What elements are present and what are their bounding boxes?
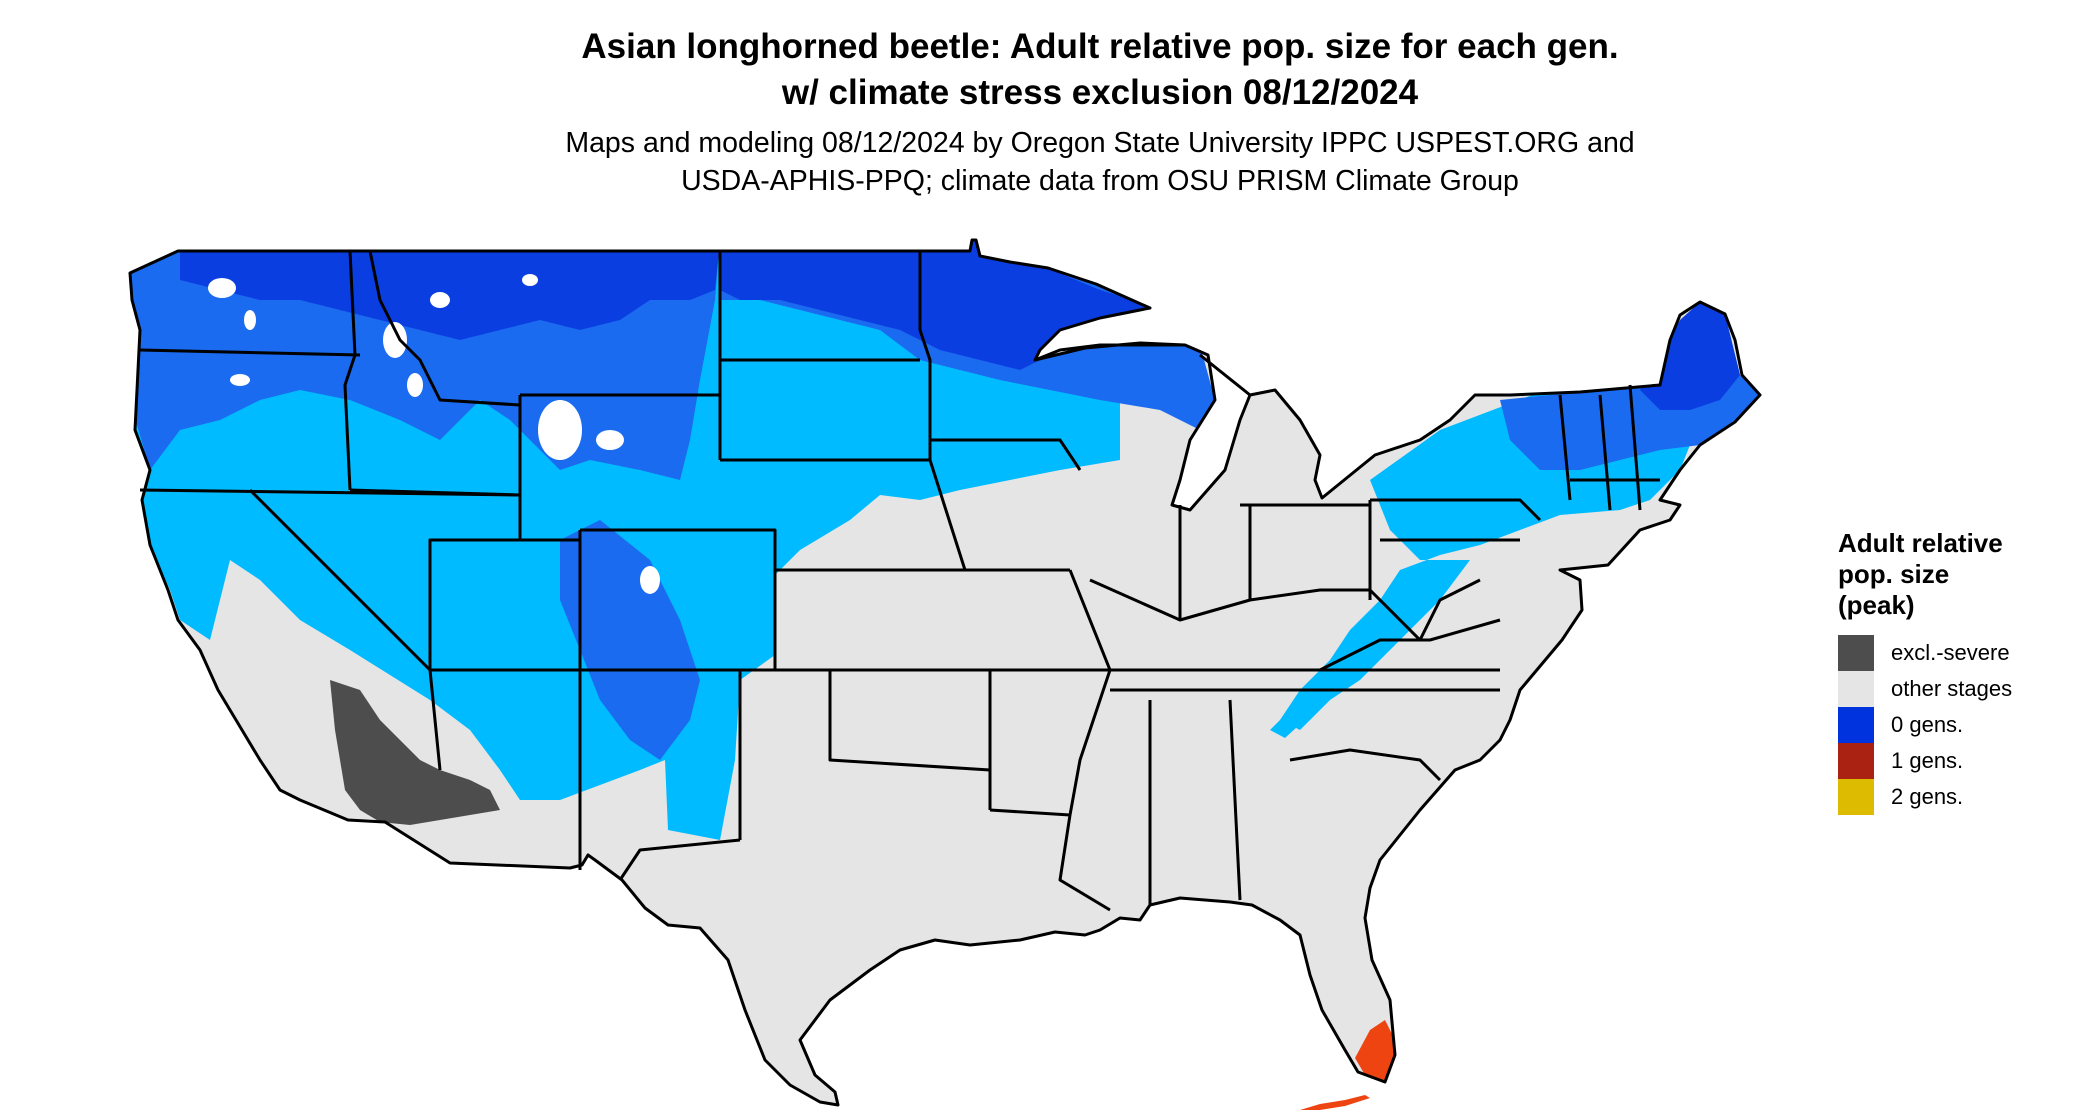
- zone-zero-gens-light-ne: [1280, 380, 1700, 730]
- zone-one-gen-florida: [1355, 1020, 1395, 1082]
- zone-mid-colorado: [560, 520, 700, 760]
- legend-label: excl.-severe: [1891, 640, 2010, 665]
- zone-excluded-severe: [330, 680, 500, 825]
- legend-item: 2 gens.: [1838, 779, 2088, 815]
- map-subtitle: Maps and modeling 08/12/2024 by Oregon S…: [0, 124, 2100, 200]
- legend-item: 1 gens.: [1838, 743, 2088, 779]
- legend: Adult relative pop. size (peak) excl.-se…: [1838, 528, 2088, 815]
- zone-zero-gens-dark: [180, 240, 720, 340]
- legend-label: 0 gens.: [1891, 712, 1964, 737]
- title-line-2: w/ climate stress exclusion 08/12/2024: [781, 73, 1419, 112]
- legend-swatch: [1838, 635, 1874, 671]
- legend-label: 2 gens.: [1891, 784, 1964, 809]
- legend-title: Adult relative pop. size (peak): [1838, 528, 2088, 621]
- state-borders: [128, 238, 1762, 1107]
- legend-items: excl.-severe other stages 0 gens. 1 gens. 2 …: [1838, 635, 2088, 815]
- legend-label: other stages: [1891, 676, 2013, 701]
- legend-item: 0 gens.: [1838, 707, 2088, 743]
- map-title: Asian longhorned beetle: Adult relative …: [0, 24, 2100, 116]
- zone-dark-maine: [1640, 302, 1740, 410]
- title-line-1: Asian longhorned beetle: Adult relative …: [581, 27, 1619, 66]
- subtitle-line-1: Maps and modeling 08/12/2024 by Oregon S…: [565, 127, 1635, 159]
- legend-swatch: [1838, 671, 1874, 707]
- legend-item: other stages: [1838, 671, 2088, 707]
- legend-title-line-1: Adult relative: [1838, 528, 2003, 558]
- zone-one-gen-texas: [870, 1040, 900, 1065]
- legend-title-line-3: (peak): [1838, 590, 1915, 620]
- legend-swatch: [1838, 743, 1874, 779]
- us-map: [128, 238, 1762, 1110]
- legend-swatch: [1838, 707, 1874, 743]
- legend-swatch: [1838, 779, 1874, 815]
- high-elevation-specks: [208, 274, 660, 594]
- zone-dark-minnesota: [720, 240, 1150, 370]
- legend-title-line-2: pop. size: [1838, 559, 1950, 589]
- subtitle-line-2: USDA-APHIS-PPQ; climate data from OSU PR…: [681, 165, 1519, 197]
- legend-label: 1 gens.: [1891, 748, 1964, 773]
- florida-keys: [1300, 1095, 1370, 1110]
- legend-item: excl.-severe: [1838, 635, 2088, 671]
